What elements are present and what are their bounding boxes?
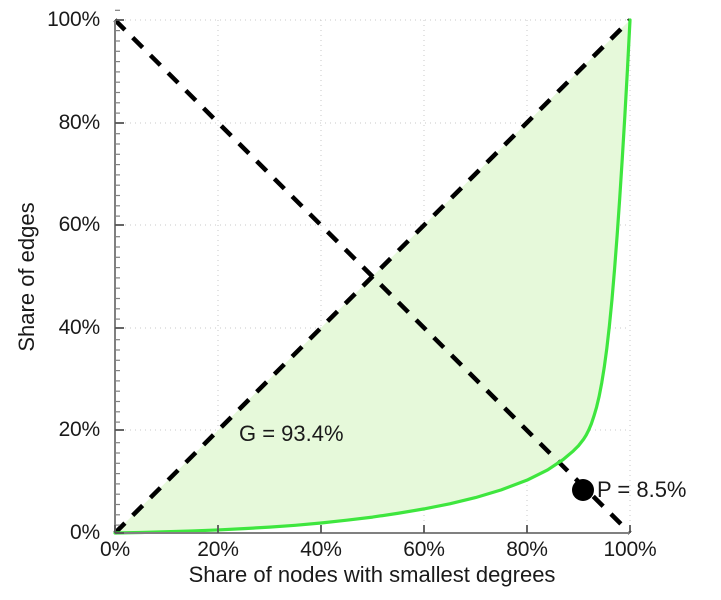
lorenz-curve [113, 18, 632, 535]
gridlines [115, 19, 631, 533]
y-tick-label-0: 0% [70, 521, 100, 544]
y-axis-minor-ticks [115, 9, 120, 526]
x-tick-label-60: 60% [403, 538, 445, 561]
y-tick-label-40: 40% [58, 316, 101, 339]
x-tick-label-80: 80% [506, 538, 548, 561]
y-axis-title: Share of edges [14, 202, 39, 352]
y-tick-label-80: 80% [58, 111, 101, 134]
x-tick-label-100: 100% [603, 538, 657, 561]
x-axis-major-ticks [114, 525, 631, 533]
x-axis-title: Share of nodes with smallest degrees [188, 562, 556, 587]
x-tick-label-40: 40% [300, 538, 342, 561]
y-tick-label-100: 100% [47, 8, 100, 31]
x-tick-label-20: 20% [197, 538, 239, 561]
y-axis-major-ticks [115, 19, 124, 534]
gini-annotation: G = 93.4% [239, 421, 344, 446]
anti-diagonal-line [113, 18, 632, 535]
x-tick-label-0: 0% [100, 538, 130, 561]
p-annotation: P = 8.5% [597, 477, 687, 502]
y-tick-label-20: 20% [58, 418, 101, 441]
y-tick-label-60: 60% [58, 213, 101, 236]
point-marker-p [572, 479, 594, 501]
